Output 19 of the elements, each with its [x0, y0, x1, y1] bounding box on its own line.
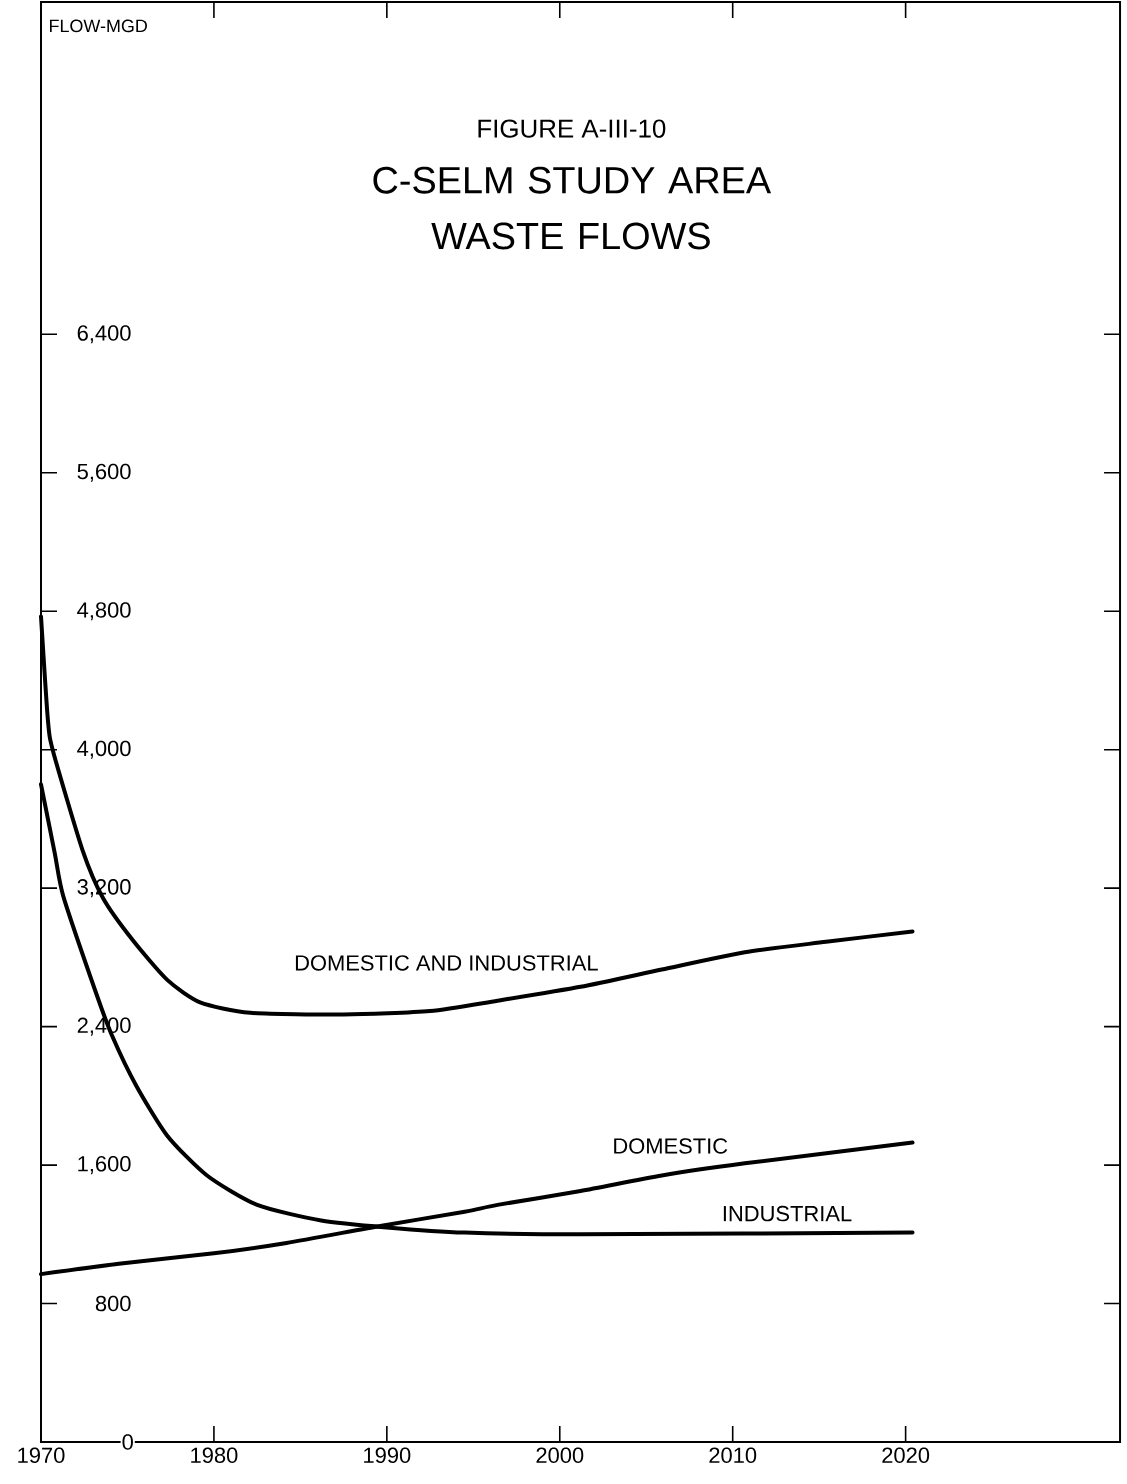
x-tick-label: 2020: [882, 1447, 930, 1464]
series-label: DOMESTIC: [614, 1138, 728, 1154]
series-label: DOMESTIC AND INDUSTRIAL: [295, 955, 598, 971]
y-tick-label: 6,400: [77, 325, 131, 344]
y-tick-label: 1,600: [78, 1156, 131, 1175]
y-tick-label: 5,600: [77, 463, 131, 482]
x-tick-label: 1970: [18, 1447, 65, 1464]
y-tick-label: 800: [95, 1295, 131, 1312]
x-tick-label: 1980: [191, 1447, 238, 1464]
y-tick-label: 4,000: [77, 740, 131, 759]
y-tick-label: 4,800: [77, 602, 131, 621]
y-tick-label: 0: [122, 1434, 133, 1450]
x-tick-label: 1990: [364, 1447, 411, 1464]
x-tick-label: 2000: [536, 1447, 584, 1464]
series-label: INDUSTRIAL: [723, 1205, 852, 1222]
text: FIGURE A-III-10: [478, 119, 666, 138]
y-axis-title: FLOW-MGD: [49, 19, 147, 33]
text: C-SELM STUDY AREA WASTE FLOWS: [373, 166, 772, 250]
x-tick-label: 2010: [709, 1447, 757, 1464]
